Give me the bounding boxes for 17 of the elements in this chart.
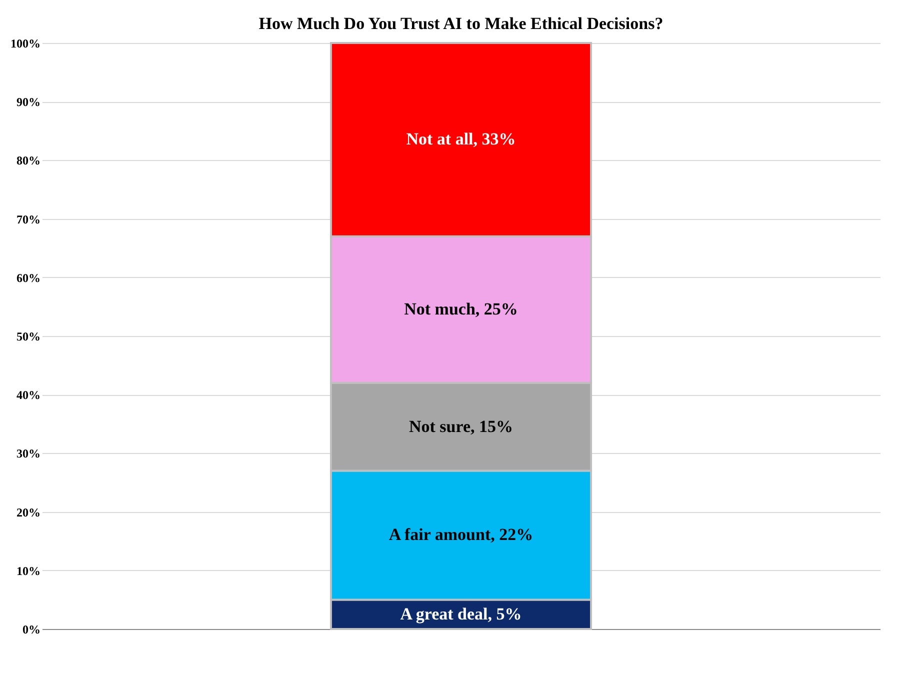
data-label: A fair amount, 22% (388, 525, 534, 544)
y-tick-label: 60% (16, 270, 40, 285)
y-tick-label: 70% (16, 212, 40, 226)
y-tick-label: 0% (22, 622, 40, 636)
data-label: Not sure, 15% (408, 416, 514, 436)
y-tick-label: 40% (16, 388, 40, 402)
y-tick-label: 10% (16, 564, 40, 578)
data-label: A great deal, 5% (400, 604, 522, 624)
y-tick-label: 90% (16, 95, 40, 110)
data-label: Not at all, 33% (406, 130, 516, 149)
y-tick-label: 30% (16, 446, 40, 461)
chart-title: How Much Do You Trust AI to Make Ethical Decisions? (258, 14, 664, 33)
y-tick-label: 80% (16, 154, 40, 168)
y-tick-label: 50% (16, 330, 40, 344)
y-tick-label: 100% (10, 36, 40, 50)
data-label: Not much, 25% (404, 300, 518, 319)
y-tick-label: 20% (16, 505, 40, 520)
